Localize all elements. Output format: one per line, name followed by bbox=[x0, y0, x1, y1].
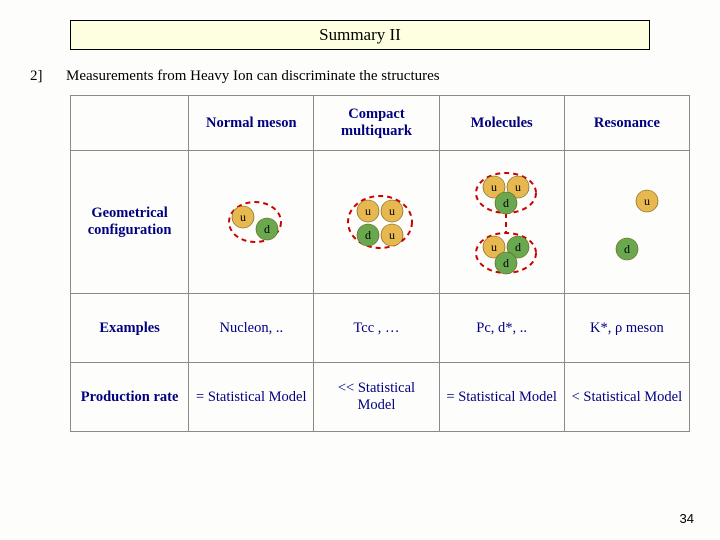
svg-text:d: d bbox=[624, 242, 630, 256]
page-number: 34 bbox=[680, 511, 694, 526]
svg-text:u: u bbox=[365, 204, 371, 218]
point-line: 2] Measurements from Heavy Ion can discr… bbox=[30, 68, 690, 85]
svg-text:d: d bbox=[515, 240, 521, 254]
header-blank bbox=[71, 96, 189, 151]
page-title: Summary II bbox=[70, 20, 650, 50]
rate-compact: << Statistical Model bbox=[314, 363, 439, 432]
svg-text:d: d bbox=[503, 256, 509, 270]
svg-text:u: u bbox=[389, 204, 395, 218]
geom-normal: ud bbox=[189, 151, 314, 294]
rate-resonance: < Statistical Model bbox=[564, 363, 689, 432]
rate-row: Production rate = Statistical Model << S… bbox=[71, 363, 690, 432]
examples-compact: Tcc , … bbox=[314, 294, 439, 363]
examples-molecules: Pc, d*, .. bbox=[439, 294, 564, 363]
point-text: Measurements from Heavy Ion can discrimi… bbox=[66, 68, 440, 85]
examples-row: Examples Nucleon, .. Tcc , … Pc, d*, .. … bbox=[71, 294, 690, 363]
svg-text:u: u bbox=[515, 180, 521, 194]
examples-resonance: K*, ρ meson bbox=[564, 294, 689, 363]
svg-text:u: u bbox=[389, 228, 395, 242]
point-number: 2] bbox=[30, 68, 48, 85]
geom-resonance: ud bbox=[564, 151, 689, 294]
examples-normal: Nucleon, .. bbox=[189, 294, 314, 363]
examples-label: Examples bbox=[71, 294, 189, 363]
rate-label: Production rate bbox=[71, 363, 189, 432]
header-resonance: Resonance bbox=[564, 96, 689, 151]
svg-text:d: d bbox=[503, 196, 509, 210]
geom-row: Geometrical configuration ud uudu uududd… bbox=[71, 151, 690, 294]
rate-normal: = Statistical Model bbox=[189, 363, 314, 432]
svg-text:u: u bbox=[491, 180, 497, 194]
header-normal: Normal meson bbox=[189, 96, 314, 151]
svg-text:d: d bbox=[264, 222, 270, 236]
header-row: Normal meson Compact multiquark Molecule… bbox=[71, 96, 690, 151]
structure-table: Normal meson Compact multiquark Molecule… bbox=[70, 95, 690, 432]
svg-text:d: d bbox=[365, 228, 371, 242]
svg-text:u: u bbox=[644, 194, 650, 208]
svg-text:u: u bbox=[240, 210, 246, 224]
geom-compact: uudu bbox=[314, 151, 439, 294]
geom-molecules: uududd bbox=[439, 151, 564, 294]
geom-label: Geometrical configuration bbox=[71, 151, 189, 294]
svg-text:u: u bbox=[491, 240, 497, 254]
header-molecules: Molecules bbox=[439, 96, 564, 151]
header-compact: Compact multiquark bbox=[314, 96, 439, 151]
rate-molecules: = Statistical Model bbox=[439, 363, 564, 432]
